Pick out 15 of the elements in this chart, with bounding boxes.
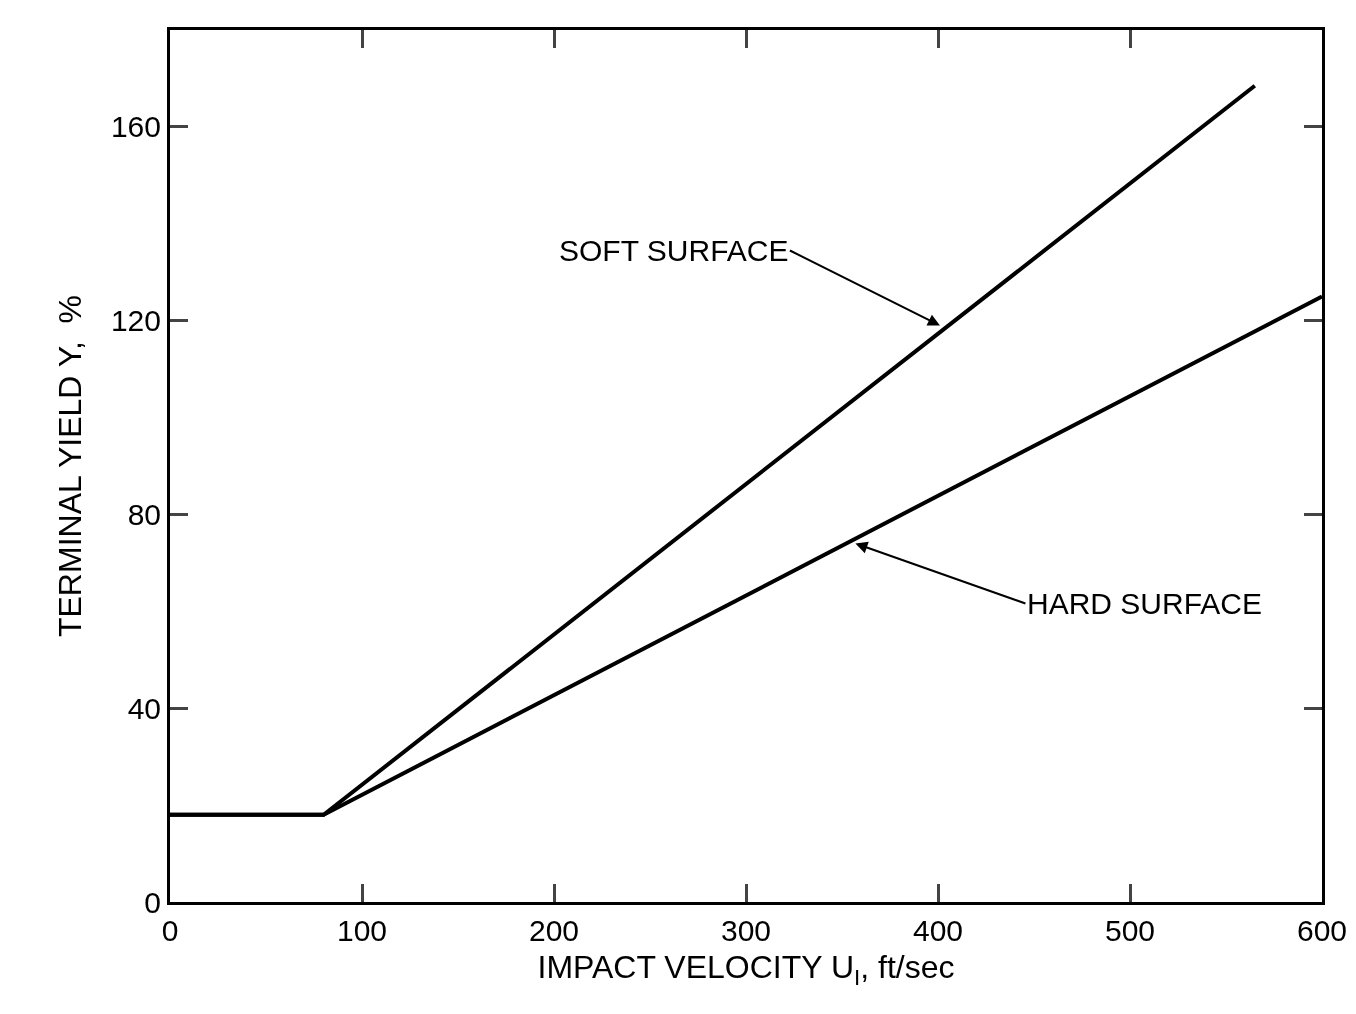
y-tick-label: 80 (127, 497, 161, 531)
annotation: SOFT SURFACE (559, 234, 789, 267)
y-axis-title: TERMINAL YIELD Y, % (52, 294, 89, 638)
annotation: HARD SURFACE (1027, 587, 1263, 620)
x-tick-label: 600 (1296, 914, 1348, 947)
x-tick-label: 300 (720, 914, 772, 947)
x-tick-label: 200 (528, 914, 580, 947)
y-tick-label: 40 (127, 691, 161, 725)
y-tick-label: 0 (144, 885, 161, 919)
y-tick-label: 160 (110, 110, 161, 144)
x-tick-label: 400 (912, 914, 964, 947)
x-tick-label: 500 (1104, 914, 1156, 947)
y-tick-label: 120 (110, 304, 161, 338)
x-axis-title: IMPACT VELOCITY U$_{I}$, ft/sec (537, 948, 955, 990)
x-tick-label: 100 (336, 914, 388, 947)
